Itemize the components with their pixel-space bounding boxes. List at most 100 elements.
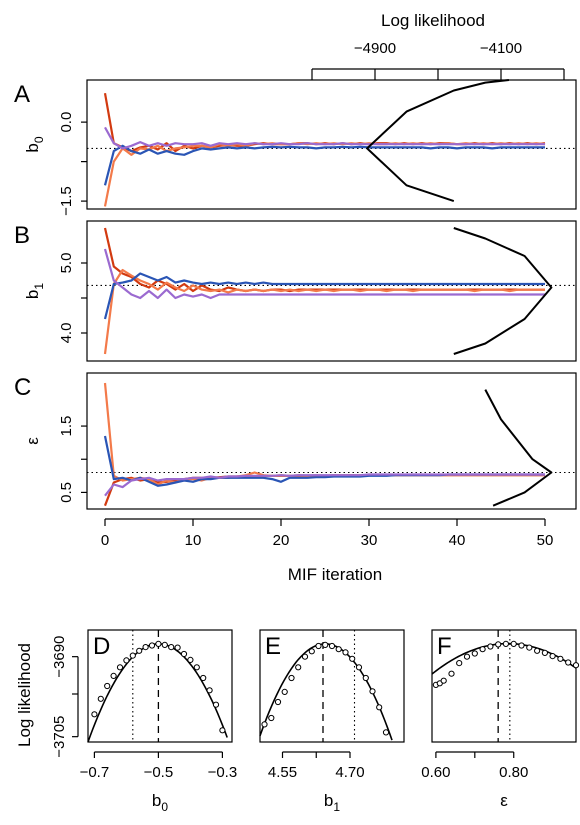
x-tick-label: 4.70 (335, 764, 364, 781)
bottom-axis-title: MIF iteration (288, 565, 382, 584)
y-axis-label-main: b (23, 143, 42, 152)
profile-point (274, 698, 282, 706)
y-tick-label: 4.0 (58, 323, 75, 344)
y-axis-label: b0 (23, 136, 46, 152)
profile-point (487, 643, 494, 650)
panel-f-epsilon-profile: F 0.60 0.80 ε (421, 629, 580, 810)
y-axis-label: b1 (23, 283, 46, 299)
y-axis-label-subscript: 0 (32, 136, 46, 143)
quadratic-fit-curve (431, 642, 577, 675)
plot-frame (86, 79, 577, 210)
x-tick-label: 0.80 (499, 764, 528, 781)
profile-point (187, 656, 194, 664)
panel-label: A (14, 81, 30, 108)
profile-point (479, 646, 486, 653)
profile-point (382, 729, 390, 736)
profile-point (212, 701, 220, 708)
top-axis-tick-label: −4100 (480, 40, 522, 57)
profile-ylabel: Log likelihood (15, 643, 34, 747)
x-axis-label-subscript: 0 (161, 800, 168, 814)
profile-point (148, 642, 156, 649)
series-line-4 (103, 248, 545, 300)
profile-point (572, 662, 580, 669)
y-axis-label-subscript: 1 (32, 283, 46, 290)
profile-point (565, 659, 572, 666)
profile-point (97, 695, 104, 702)
bottom-axis-tick-label: 40 (449, 532, 466, 549)
profile-point (362, 674, 369, 682)
profile-point (281, 688, 288, 696)
bottom-axis-tick-label: 0 (101, 532, 109, 549)
profile-point (110, 672, 117, 680)
y-axis-label-main: b (23, 290, 42, 299)
x-axis-label-subscript: 1 (333, 800, 340, 814)
profile-point (456, 660, 463, 667)
y-tick-label: 5.0 (58, 253, 75, 274)
panel-label: D (93, 633, 110, 660)
panel-b-b1-trace: B 4.0 5.0 b1 (14, 220, 577, 362)
profile-point (541, 649, 549, 657)
series-line-3 (103, 272, 545, 320)
x-tick-label: −0.7 (80, 764, 110, 781)
x-axis-label: ε (500, 791, 508, 810)
profile-point (174, 644, 181, 651)
profile-point (219, 727, 226, 734)
plot-frame (86, 372, 577, 510)
x-axis-label: b1 (324, 791, 340, 814)
profile-point (349, 655, 356, 662)
profile-point (342, 649, 349, 656)
profile-point (301, 653, 309, 660)
profile-point (123, 657, 130, 664)
panel-d-b0-profile: D −0.7 −0.5 −0.3 b0 −3705 −3690 (51, 629, 238, 814)
profile-point (315, 642, 322, 650)
profile-point (308, 648, 315, 655)
profile-point (440, 677, 447, 684)
top-axis-title: Log likelihood (381, 11, 485, 30)
series-line-4 (104, 126, 545, 150)
panel-label: F (437, 633, 452, 660)
series-line-1 (103, 93, 546, 153)
y-axis-label: ε (23, 437, 42, 445)
y-tick-label: 0.0 (58, 112, 75, 133)
profile-point (557, 655, 564, 662)
bottom-axis-tick-label: 30 (361, 532, 378, 549)
y-axis-label-main: ε (23, 437, 42, 445)
profile-likelihood-curve (484, 389, 553, 507)
profile-point (322, 641, 329, 649)
profile-point (200, 674, 207, 682)
profile-point (463, 653, 471, 660)
profile-point (376, 704, 383, 711)
profile-point (335, 646, 342, 653)
profile-likelihood-curve (366, 79, 510, 203)
profile-point (261, 721, 268, 728)
bottom-axis-tick-label: 20 (273, 532, 290, 549)
series-line-4 (104, 473, 545, 497)
panel-label: C (14, 374, 31, 401)
profile-point (116, 664, 124, 671)
x-axis-label-main: ε (500, 791, 508, 810)
profile-point (136, 647, 143, 654)
y-tick-label: −3705 (51, 716, 68, 758)
profile-point (288, 674, 295, 682)
x-axis-label: b0 (152, 791, 168, 814)
profile-point (502, 640, 509, 648)
panel-label: E (265, 633, 281, 660)
profile-point (549, 653, 556, 660)
y-tick-label: −3690 (51, 636, 68, 678)
profile-point (534, 647, 541, 654)
profile-point (495, 641, 502, 648)
profile-point (355, 664, 363, 671)
profile-point (471, 650, 478, 657)
x-tick-label: −0.3 (208, 764, 238, 781)
series-line-3 (103, 144, 545, 186)
profile-point (268, 714, 275, 722)
profile-point (328, 642, 336, 650)
plot-frame (431, 629, 577, 743)
profile-point (155, 640, 162, 648)
profile-point (129, 652, 136, 659)
profile-point (526, 644, 533, 651)
profile-point (206, 687, 213, 694)
profile-likelihood-curve (453, 227, 553, 355)
